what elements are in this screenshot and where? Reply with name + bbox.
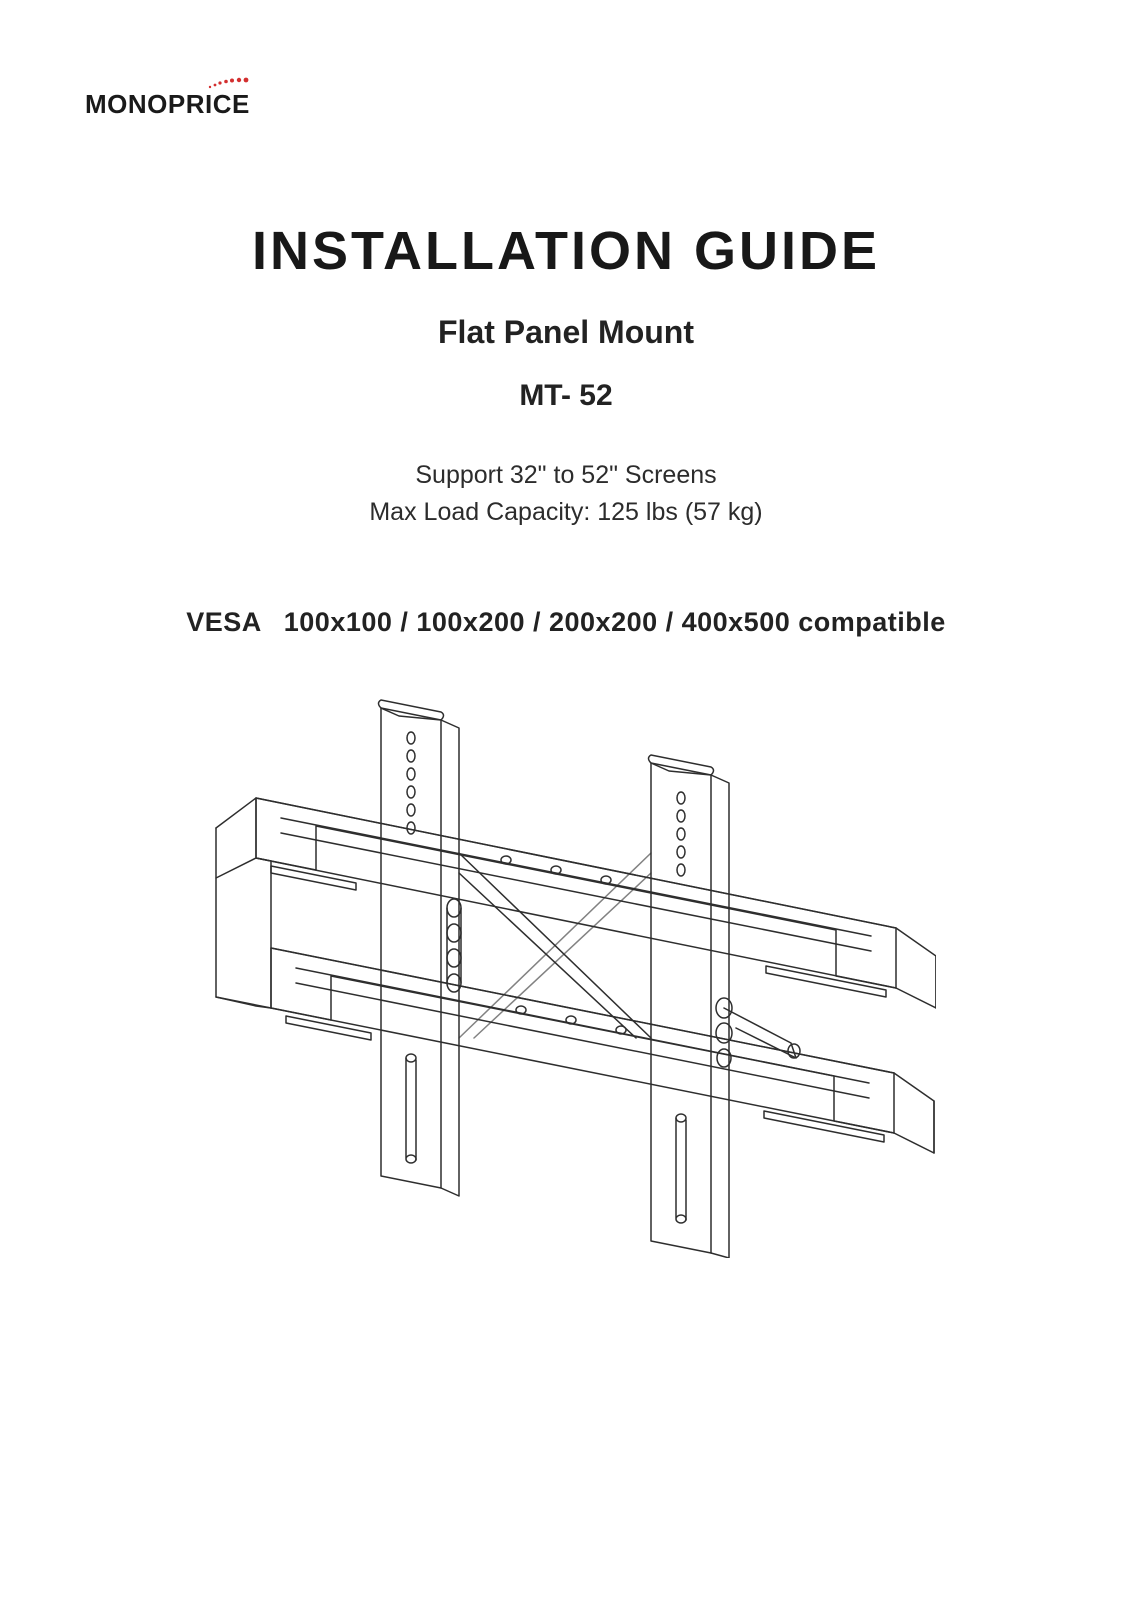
brand-name: MONOPRICE <box>85 89 250 119</box>
page-title: INSTALLATION GUIDE <box>85 220 1047 282</box>
vesa-label: VESA <box>186 607 262 637</box>
vesa-values: 100x100 / 100x200 / 200x200 / 400x500 co… <box>284 607 946 637</box>
product-diagram-container <box>85 698 1047 1258</box>
product-subtitle: Flat Panel Mount <box>85 314 1047 351</box>
model-number: MT- 52 <box>85 379 1047 413</box>
brand-logo: MONOPRICE <box>85 75 1047 120</box>
load-capacity-spec: Max Load Capacity: 125 lbs (57 kg) <box>85 498 1047 527</box>
vesa-compatibility: VESA 100x100 / 100x200 / 200x200 / 400x50… <box>85 607 1047 638</box>
screen-size-spec: Support 32" to 52" Screens <box>85 461 1047 490</box>
mount-diagram <box>196 698 936 1258</box>
